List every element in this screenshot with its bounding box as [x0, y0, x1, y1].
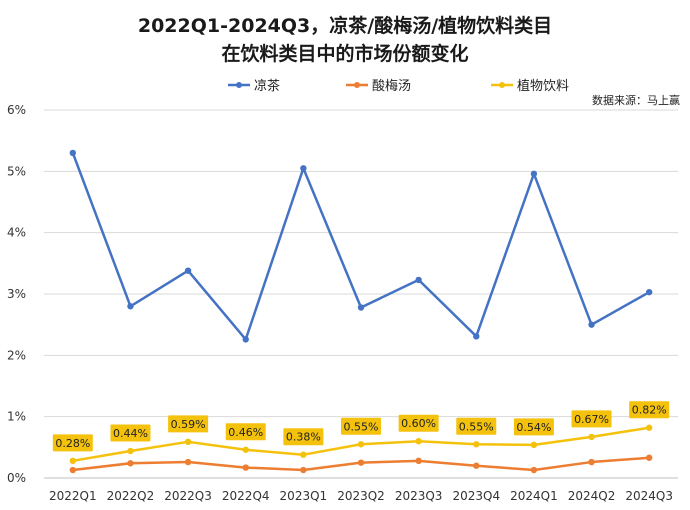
data-label: 0.44%: [110, 424, 151, 442]
data-point: [645, 454, 653, 461]
source-note: 数据来源：马上赢: [592, 93, 680, 107]
y-tick-label: 0%: [7, 471, 26, 485]
data-point: [588, 433, 595, 441]
x-tick-label: 2023Q2: [337, 489, 385, 503]
data-point: [69, 466, 77, 474]
data-point: [645, 288, 653, 296]
svg-text:0.60%: 0.60%: [401, 417, 436, 430]
legend-label: 凉茶: [254, 78, 280, 94]
data-point: [415, 276, 422, 284]
svg-text:0.46%: 0.46%: [228, 426, 263, 439]
svg-text:0.59%: 0.59%: [171, 418, 206, 431]
data-point: [242, 464, 249, 471]
svg-text:0.55%: 0.55%: [459, 420, 494, 433]
data-point: [184, 267, 192, 274]
data-point: [300, 165, 307, 172]
data-label: 0.54%: [513, 418, 554, 436]
data-point: [530, 466, 538, 474]
data-label: 0.55%: [456, 417, 497, 435]
data-label: 0.60%: [398, 414, 439, 432]
y-tick-label: 2%: [7, 348, 26, 362]
data-point: [69, 149, 77, 157]
legend-item-0: 凉茶: [228, 78, 280, 94]
data-point: [300, 466, 307, 474]
data-point: [588, 458, 595, 466]
data-point: [69, 457, 77, 465]
data-point: [184, 438, 192, 446]
x-tick-label: 2022Q4: [222, 489, 270, 503]
legend: 凉茶 酸梅汤 植物饮料: [228, 78, 569, 94]
data-point: [127, 460, 134, 467]
x-tick-label: 2023Q3: [395, 489, 443, 503]
legend-label: 酸梅汤: [372, 79, 411, 94]
svg-text:0.54%: 0.54%: [516, 421, 551, 434]
data-label: 0.46%: [225, 423, 266, 441]
svg-text:0.82%: 0.82%: [632, 404, 667, 417]
svg-text:0.38%: 0.38%: [286, 431, 321, 444]
data-point: [530, 170, 538, 177]
data-point: [127, 303, 134, 310]
x-tick-label: 2022Q3: [164, 489, 212, 503]
legend-item-2: 植物饮料: [491, 79, 569, 94]
x-tick-label: 2024Q2: [568, 489, 616, 503]
data-label: 0.38%: [283, 428, 324, 446]
svg-text:0.44%: 0.44%: [113, 427, 148, 440]
legend-item-1: 酸梅汤: [346, 79, 411, 94]
data-point: [645, 424, 653, 431]
x-tick-label: 2022Q1: [49, 489, 97, 503]
data-label: 0.55%: [341, 417, 381, 435]
data-point: [242, 446, 249, 453]
y-tick-label: 3%: [7, 287, 26, 301]
chart-title-line-2: 在饮料类目中的市场份额变化: [221, 42, 468, 65]
x-tick-label: 2023Q1: [280, 489, 328, 503]
data-point: [242, 336, 249, 343]
data-point: [127, 447, 134, 455]
svg-text:0.28%: 0.28%: [55, 437, 90, 450]
data-label: 0.28%: [52, 434, 93, 452]
svg-text:0.55%: 0.55%: [344, 420, 379, 433]
y-tick-label: 6%: [7, 103, 26, 117]
data-label: 0.59%: [168, 415, 209, 433]
data-point: [184, 458, 192, 466]
data-point: [357, 304, 365, 311]
series-line-0: [71, 152, 650, 341]
data-point: [357, 459, 365, 466]
data-point: [357, 441, 365, 448]
y-axis: 0% 1% 2% 3% 4% 5% 6%: [7, 103, 26, 485]
series-layer: [69, 149, 653, 474]
data-point: [473, 333, 480, 340]
data-label-layer: 0.28% 0.44% 0.59% 0.46% 0.38% 0.55% 0.60% 0.55%…: [52, 401, 670, 452]
x-tick-label: 2023Q4: [452, 489, 500, 503]
data-point: [530, 441, 538, 449]
x-tick-label: 2024Q3: [625, 489, 673, 503]
svg-text:0.67%: 0.67%: [574, 413, 609, 426]
x-tick-label: 2024Q1: [510, 489, 558, 503]
x-axis: 2022Q1 2022Q2 2022Q3 2022Q4 2023Q1 2023Q2 2023…: [49, 489, 673, 503]
data-point: [588, 321, 595, 328]
data-point: [473, 462, 480, 469]
x-tick-label: 2022Q2: [107, 489, 155, 503]
y-tick-label: 1%: [7, 410, 26, 424]
data-label: 0.82%: [629, 401, 670, 419]
y-tick-label: 4%: [7, 226, 26, 240]
data-point: [415, 438, 422, 445]
chart-title-line-1: 2022Q1-2024Q3，凉茶/酸梅汤/植物饮料类目: [138, 14, 552, 37]
data-point: [415, 457, 422, 465]
legend-label: 植物饮料: [517, 79, 569, 94]
data-point: [300, 451, 307, 458]
data-label: 0.67%: [571, 410, 612, 428]
y-tick-label: 5%: [7, 164, 26, 178]
data-point: [473, 441, 480, 448]
